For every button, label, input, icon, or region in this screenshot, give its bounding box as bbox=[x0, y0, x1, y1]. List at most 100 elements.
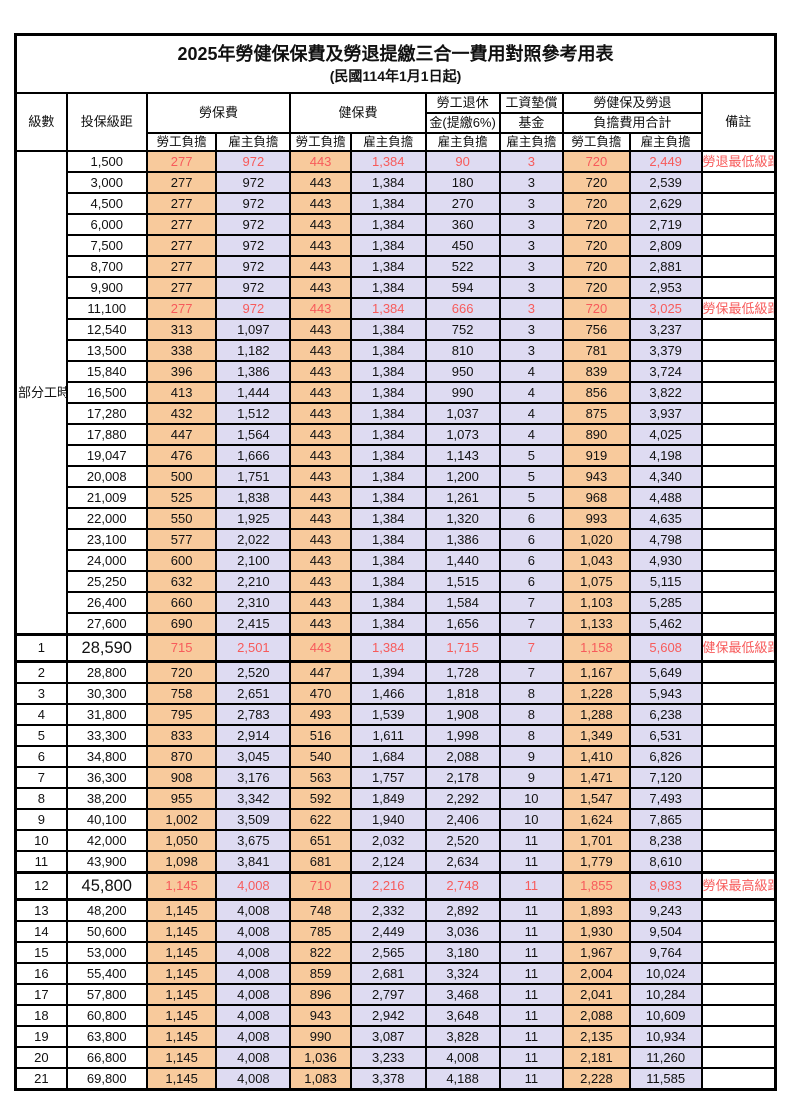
bracket-cell: 57,800 bbox=[65, 983, 148, 1006]
value-cell-health-employee: 859 bbox=[289, 962, 352, 985]
value-cell-total-employee: 1,288 bbox=[562, 703, 631, 726]
value-cell-total-employee: 1,158 bbox=[562, 633, 631, 663]
value-cell-labor-employer: 3,841 bbox=[215, 850, 292, 874]
value-cell-health-employee: 651 bbox=[289, 829, 352, 852]
subheader-health-employer: 雇主負擔 bbox=[349, 132, 427, 152]
value-cell-labor-employee: 1,145 bbox=[145, 1046, 218, 1069]
value-cell-labor-employee: 277 bbox=[145, 234, 218, 257]
remark-cell bbox=[700, 276, 777, 299]
value-cell-total-employer: 7,120 bbox=[628, 766, 703, 789]
value-cell-health-employer: 2,942 bbox=[349, 1004, 427, 1027]
level-cell: 6 bbox=[14, 745, 68, 768]
value-cell-labor-employer: 4,008 bbox=[215, 1046, 292, 1069]
table-row: 5 33,300 833 2,914 516 1,611 1,998 8 1,349 6,531 bbox=[14, 724, 777, 747]
value-cell-health-employer: 1,384 bbox=[349, 465, 427, 488]
remark-cell bbox=[700, 507, 777, 530]
value-cell-wage-fund-employer: 11 bbox=[498, 829, 565, 852]
bracket-cell: 15,840 bbox=[65, 360, 148, 383]
value-cell-health-employee: 896 bbox=[289, 983, 352, 1006]
value-cell-labor-employer: 1,444 bbox=[215, 381, 292, 404]
value-cell-labor-employer: 972 bbox=[215, 171, 292, 194]
value-cell-total-employer: 2,539 bbox=[628, 171, 703, 194]
remark-cell bbox=[700, 682, 777, 705]
value-cell-total-employee: 720 bbox=[562, 255, 631, 278]
value-cell-pension-employer: 1,656 bbox=[424, 612, 501, 636]
header-row-sub: 勞工負擔 雇主負擔 勞工負擔 雇主負擔 雇主負擔 雇主負擔 勞工負擔 雇主負擔 bbox=[16, 132, 776, 152]
value-cell-pension-employer: 3,648 bbox=[424, 1004, 501, 1027]
table-row: 16,500 413 1,444 443 1,384 990 4 856 3,822 bbox=[16, 381, 777, 404]
value-cell-wage-fund-employer: 6 bbox=[498, 549, 565, 572]
value-cell-labor-employer: 4,008 bbox=[215, 983, 292, 1006]
value-cell-pension-employer: 2,748 bbox=[424, 871, 501, 901]
value-cell-pension-employer: 1,037 bbox=[424, 402, 501, 425]
value-cell-health-employee: 622 bbox=[289, 808, 352, 831]
value-cell-total-employee: 919 bbox=[562, 444, 631, 467]
remark-cell bbox=[700, 703, 777, 726]
value-cell-wage-fund-employer: 6 bbox=[498, 528, 565, 551]
value-cell-labor-employer: 2,100 bbox=[215, 549, 292, 572]
value-cell-health-employee: 1,036 bbox=[289, 1046, 352, 1069]
value-cell-wage-fund-employer: 4 bbox=[498, 360, 565, 383]
value-cell-pension-employer: 1,515 bbox=[424, 570, 501, 593]
remark-cell bbox=[700, 660, 777, 684]
value-cell-health-employee: 443 bbox=[289, 612, 352, 636]
level-cell: 9 bbox=[14, 808, 68, 831]
value-cell-wage-fund-employer: 3 bbox=[498, 234, 565, 257]
value-cell-labor-employer: 3,509 bbox=[215, 808, 292, 831]
remark-cell bbox=[700, 339, 777, 362]
value-cell-pension-employer: 360 bbox=[424, 213, 501, 236]
bracket-cell: 28,800 bbox=[65, 660, 148, 684]
value-cell-health-employer: 3,087 bbox=[349, 1025, 427, 1048]
table-row: 27,600 690 2,415 443 1,384 1,656 7 1,133 5,462 bbox=[16, 612, 777, 636]
value-cell-health-employee: 943 bbox=[289, 1004, 352, 1027]
value-cell-total-employer: 2,719 bbox=[628, 213, 703, 236]
value-cell-health-employee: 443 bbox=[289, 444, 352, 467]
value-cell-total-employer: 3,237 bbox=[628, 318, 703, 341]
value-cell-pension-employer: 4,188 bbox=[424, 1067, 501, 1091]
bracket-cell: 53,000 bbox=[65, 941, 148, 964]
value-cell-labor-employer: 4,008 bbox=[215, 1025, 292, 1048]
value-cell-labor-employee: 313 bbox=[145, 318, 218, 341]
value-cell-health-employer: 1,384 bbox=[349, 591, 427, 614]
value-cell-labor-employee: 660 bbox=[145, 591, 218, 614]
bracket-cell: 38,200 bbox=[65, 787, 148, 810]
value-cell-wage-fund-employer: 3 bbox=[498, 171, 565, 194]
value-cell-total-employee: 2,135 bbox=[562, 1025, 631, 1048]
header-pension-line2: 金(提繳6%) bbox=[424, 112, 501, 134]
value-cell-total-employee: 1,228 bbox=[562, 682, 631, 705]
remark-cell bbox=[700, 381, 777, 404]
bracket-cell: 63,800 bbox=[65, 1025, 148, 1048]
value-cell-total-employer: 6,531 bbox=[628, 724, 703, 747]
bracket-cell: 11,100 bbox=[65, 297, 148, 320]
value-cell-labor-employee: 1,145 bbox=[145, 983, 218, 1006]
value-cell-labor-employer: 1,386 bbox=[215, 360, 292, 383]
table-row: 部分工時 1,500 277 972 443 1,384 90 3 720 2,449 勞退最低級距 bbox=[14, 150, 777, 636]
value-cell-total-employer: 9,764 bbox=[628, 941, 703, 964]
value-cell-labor-employer: 2,415 bbox=[215, 612, 292, 636]
level-cell: 19 bbox=[14, 1025, 68, 1048]
table-row: 17,880 447 1,564 443 1,384 1,073 4 890 4,025 bbox=[16, 423, 777, 446]
remark-cell bbox=[700, 255, 777, 278]
value-cell-health-employer: 1,384 bbox=[349, 150, 427, 173]
value-cell-pension-employer: 4,008 bbox=[424, 1046, 501, 1069]
bracket-cell: 8,700 bbox=[65, 255, 148, 278]
remark-cell bbox=[700, 941, 777, 964]
header-total-line1: 勞健保及勞退 bbox=[562, 92, 703, 114]
value-cell-health-employer: 3,378 bbox=[349, 1067, 427, 1091]
value-cell-wage-fund-employer: 10 bbox=[498, 808, 565, 831]
value-cell-health-employer: 1,384 bbox=[349, 549, 427, 572]
value-cell-health-employee: 443 bbox=[289, 318, 352, 341]
value-cell-health-employee: 1,083 bbox=[289, 1067, 352, 1091]
level-cell: 4 bbox=[14, 703, 68, 726]
value-cell-health-employee: 443 bbox=[289, 234, 352, 257]
remark-cell bbox=[700, 486, 777, 509]
value-cell-health-employer: 2,449 bbox=[349, 920, 427, 943]
value-cell-wage-fund-employer: 3 bbox=[498, 150, 565, 173]
value-cell-health-employer: 2,681 bbox=[349, 962, 427, 985]
value-cell-labor-employer: 3,675 bbox=[215, 829, 292, 852]
value-cell-total-employee: 1,043 bbox=[562, 549, 631, 572]
level-cell: 15 bbox=[14, 941, 68, 964]
header-level: 級數 bbox=[14, 92, 68, 152]
table-row: 19,047 476 1,666 443 1,384 1,143 5 919 4,198 bbox=[16, 444, 777, 467]
value-cell-labor-employee: 476 bbox=[145, 444, 218, 467]
